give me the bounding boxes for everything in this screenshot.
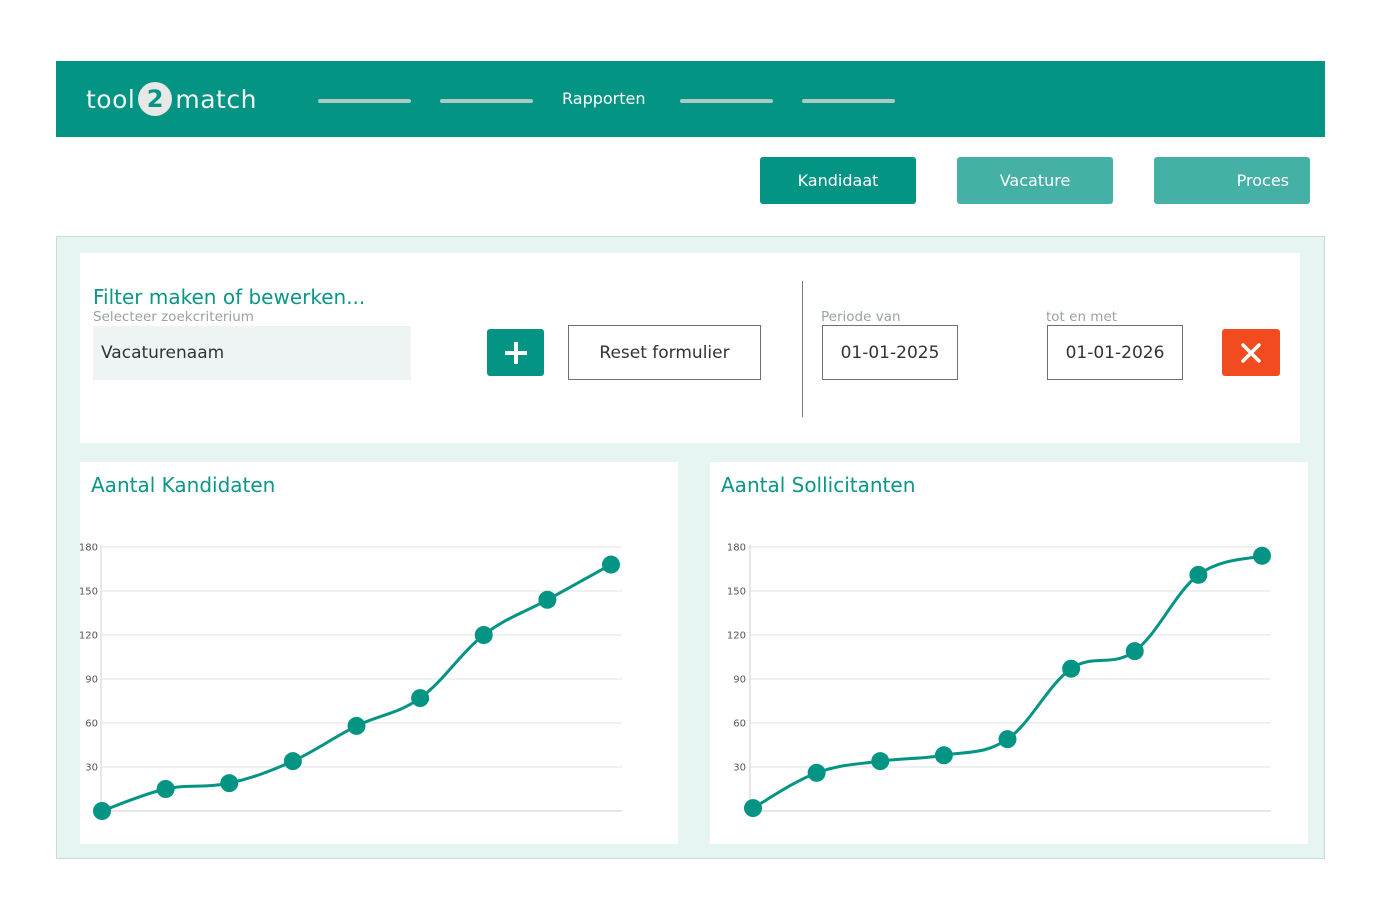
nav-item-placeholder-3[interactable] <box>680 99 773 103</box>
y-tick-label: 120 <box>727 631 746 642</box>
data-point[interactable] <box>807 763 826 782</box>
chart-kandidaten: 30 60 90 120 150 180 <box>80 543 622 820</box>
data-point[interactable] <box>1062 659 1081 678</box>
criterion-label: Selecteer zoekcriterium <box>93 309 254 325</box>
period-from-input[interactable]: 01-01-2025 <box>822 325 958 380</box>
data-point[interactable] <box>538 590 557 609</box>
data-point[interactable] <box>283 752 302 771</box>
y-tick-label: 90 <box>733 675 746 686</box>
top-navigation-bar: tool 2 match Rapporten <box>56 61 1325 137</box>
tab-proces[interactable]: Proces <box>1154 157 1310 204</box>
add-criterion-button[interactable] <box>487 329 544 376</box>
y-tick-label: 180 <box>80 543 98 554</box>
chart-sollicitanten: 30 60 90 120 150 180 <box>727 543 1271 818</box>
period-to-input[interactable]: 01-01-2026 <box>1047 325 1183 380</box>
logo-text-right: match <box>175 84 257 114</box>
y-tick-label: 60 <box>733 719 746 730</box>
data-point[interactable] <box>602 555 620 574</box>
filter-divider <box>802 281 803 417</box>
criterion-value: Vacaturenaam <box>101 343 225 363</box>
chart-title-kandidaten: Aantal Kandidaten <box>91 473 276 497</box>
nav-item-rapporten[interactable]: Rapporten <box>562 89 646 108</box>
y-tick-label: 180 <box>727 543 746 554</box>
close-icon <box>1241 342 1261 363</box>
data-point[interactable] <box>1125 642 1144 661</box>
data-point[interactable] <box>934 746 953 765</box>
y-tick-label: 90 <box>85 675 98 686</box>
data-point[interactable] <box>156 780 175 798</box>
y-tick-label: 30 <box>85 763 98 774</box>
data-point[interactable] <box>1253 546 1271 565</box>
filter-card: Filter maken of bewerken... Selecteer zo… <box>80 253 1300 443</box>
data-point[interactable] <box>1189 565 1208 584</box>
logo-text-left: tool <box>86 84 136 114</box>
data-point[interactable] <box>744 799 762 818</box>
series-line <box>101 563 612 813</box>
period-from-label: Periode van <box>821 309 901 325</box>
y-tick-label: 150 <box>80 587 98 598</box>
tool2match-logo[interactable]: tool 2 match <box>86 81 257 117</box>
nav-item-placeholder-4[interactable] <box>802 99 895 103</box>
data-point[interactable] <box>474 626 493 644</box>
y-tick-label: 120 <box>80 631 98 642</box>
logo-badge: 2 <box>138 82 173 116</box>
data-point[interactable] <box>347 716 366 735</box>
nav-item-placeholder-1[interactable] <box>318 99 411 103</box>
filter-title: Filter maken of bewerken... <box>93 285 366 309</box>
data-point[interactable] <box>998 730 1017 749</box>
tab-vacature[interactable]: Vacature <box>957 157 1113 204</box>
data-point[interactable] <box>93 802 111 820</box>
y-tick-label: 150 <box>727 587 746 598</box>
clear-filter-button[interactable] <box>1222 329 1280 376</box>
chart-card-kandidaten: Aantal Kandidaten 30 60 90 120 150 180 <box>80 462 678 844</box>
tab-kandidaat[interactable]: Kandidaat <box>760 157 916 204</box>
y-tick-label: 30 <box>733 763 746 774</box>
chart-title-sollicitanten: Aantal Sollicitanten <box>721 473 916 497</box>
plus-icon <box>504 341 527 364</box>
reset-form-button[interactable]: Reset formulier <box>568 325 761 380</box>
nav-item-placeholder-2[interactable] <box>440 99 533 103</box>
report-panel: Filter maken of bewerken... Selecteer zo… <box>56 236 1325 859</box>
criterion-select[interactable]: Vacaturenaam <box>93 326 411 380</box>
period-to-label: tot en met <box>1046 309 1118 325</box>
data-point[interactable] <box>220 774 239 793</box>
y-tick-label: 60 <box>85 719 98 730</box>
chart-card-sollicitanten: Aantal Sollicitanten 30 60 90 120 150 180 <box>710 462 1308 844</box>
data-point[interactable] <box>871 752 890 771</box>
series-line <box>752 554 1263 810</box>
data-point[interactable] <box>411 689 430 708</box>
